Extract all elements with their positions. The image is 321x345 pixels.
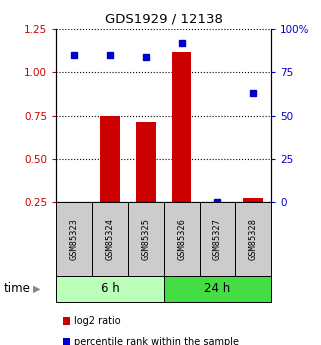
Text: GSM85327: GSM85327 xyxy=(213,218,222,260)
Text: GSM85324: GSM85324 xyxy=(105,218,115,260)
Text: GSM85328: GSM85328 xyxy=(249,218,258,260)
Bar xyxy=(243,198,263,245)
Bar xyxy=(100,116,120,245)
Text: ▶: ▶ xyxy=(33,284,41,294)
Bar xyxy=(136,122,156,245)
Text: log2 ratio: log2 ratio xyxy=(74,316,121,326)
Text: percentile rank within the sample: percentile rank within the sample xyxy=(74,337,239,345)
Text: GSM85323: GSM85323 xyxy=(70,218,79,260)
Text: GSM85326: GSM85326 xyxy=(177,218,186,260)
Text: GSM85325: GSM85325 xyxy=(141,218,150,260)
Title: GDS1929 / 12138: GDS1929 / 12138 xyxy=(105,12,223,26)
Text: 6 h: 6 h xyxy=(100,283,119,295)
Text: time: time xyxy=(3,283,30,295)
Text: 24 h: 24 h xyxy=(204,283,230,295)
Bar xyxy=(172,52,192,245)
